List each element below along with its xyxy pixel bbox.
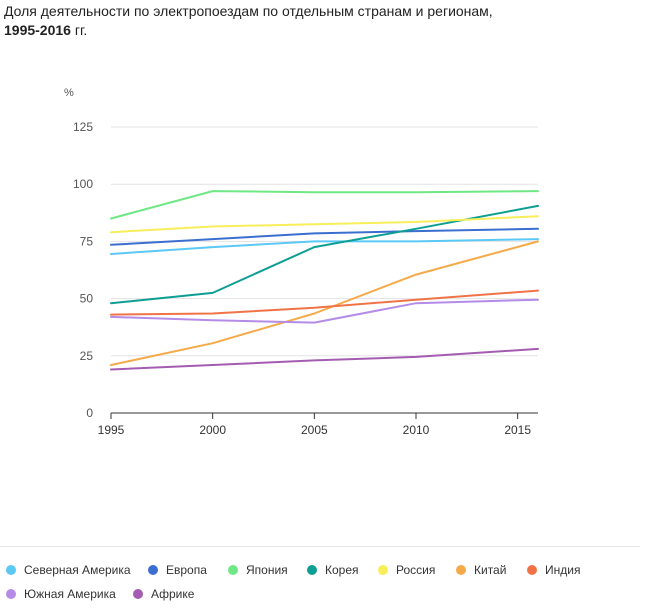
- y-tick-label: 25: [80, 349, 94, 363]
- chart-title: Доля деятельности по электропоездам по о…: [4, 2, 644, 40]
- y-tick-label: 50: [80, 292, 94, 306]
- series-line-Северная Америка: [110, 238, 539, 255]
- grid-lines: [111, 126, 538, 357]
- chart-title-years: 1995-2016: [4, 22, 71, 38]
- x-tick-label: 2010: [403, 423, 430, 437]
- legend-color-dot: [133, 589, 143, 599]
- x-tick-label: 1995: [98, 423, 125, 437]
- y-tick-label: 0: [86, 406, 93, 420]
- axes: [110, 412, 538, 419]
- legend-label: Китай: [474, 563, 507, 577]
- legend-color-dot: [527, 565, 537, 575]
- series-line-Россия: [110, 215, 539, 234]
- legend-item: Корея: [307, 563, 359, 577]
- series-lines: [110, 190, 539, 371]
- axis-labels: 0 25 50 75 100 125% 1995 2000 2005 2010 2015: [64, 87, 531, 437]
- series-line-Япония: [110, 190, 539, 220]
- legend-item: Африке: [133, 587, 194, 601]
- legend-item: Европа: [148, 563, 207, 577]
- series-line-Европа: [110, 227, 539, 246]
- x-tick-label: 2000: [199, 423, 226, 437]
- legend-item: Южная Америка: [6, 587, 116, 601]
- legend-color-dot: [307, 565, 317, 575]
- legend-color-dot: [228, 565, 238, 575]
- y-tick-label: 100: [73, 177, 93, 191]
- legend-item: Северная Америка: [6, 563, 131, 577]
- legend-label: Корея: [325, 563, 359, 577]
- legend-label: Северная Америка: [24, 563, 131, 577]
- series-line-Индия: [110, 289, 539, 316]
- legend-label: Индия: [545, 563, 581, 577]
- legend-color-dot: [6, 589, 16, 599]
- legend-label: Европа: [166, 563, 207, 577]
- chart-title-line1: Доля деятельности по электропоездам по о…: [4, 3, 493, 19]
- legend-color-dot: [148, 565, 158, 575]
- legend-color-dot: [456, 565, 466, 575]
- legend-item: Япония: [228, 563, 288, 577]
- y-axis-label: %: [64, 87, 74, 99]
- legend-label: Южная Америка: [24, 587, 116, 601]
- y-tick-label: 125: [73, 120, 93, 134]
- legend: Северная Америка Европа Япония Корея Россия К…: [0, 546, 640, 601]
- legend-label: Россия: [396, 563, 436, 577]
- legend-color-dot: [378, 565, 388, 575]
- line-chart: 0 25 50 75 100 125% 1995 2000 2005 2010 2015: [64, 87, 539, 437]
- x-tick-label: 2005: [301, 423, 328, 437]
- chart-title-suffix: гг.: [70, 22, 88, 38]
- x-tick-label: 2015: [504, 423, 531, 437]
- legend-label: Япония: [246, 563, 288, 577]
- legend-item: Индия: [527, 563, 580, 577]
- legend-color-dot: [6, 565, 16, 575]
- legend-item: Китай: [456, 563, 506, 577]
- series-line-Африке: [110, 347, 539, 371]
- series-line-Южная Америка: [110, 298, 539, 324]
- series-line-Китай: [110, 240, 539, 366]
- legend-item: Россия: [378, 563, 435, 577]
- legend-label: Африке: [151, 587, 195, 601]
- y-tick-label: 75: [80, 234, 94, 248]
- series-line-Корея: [110, 204, 539, 305]
